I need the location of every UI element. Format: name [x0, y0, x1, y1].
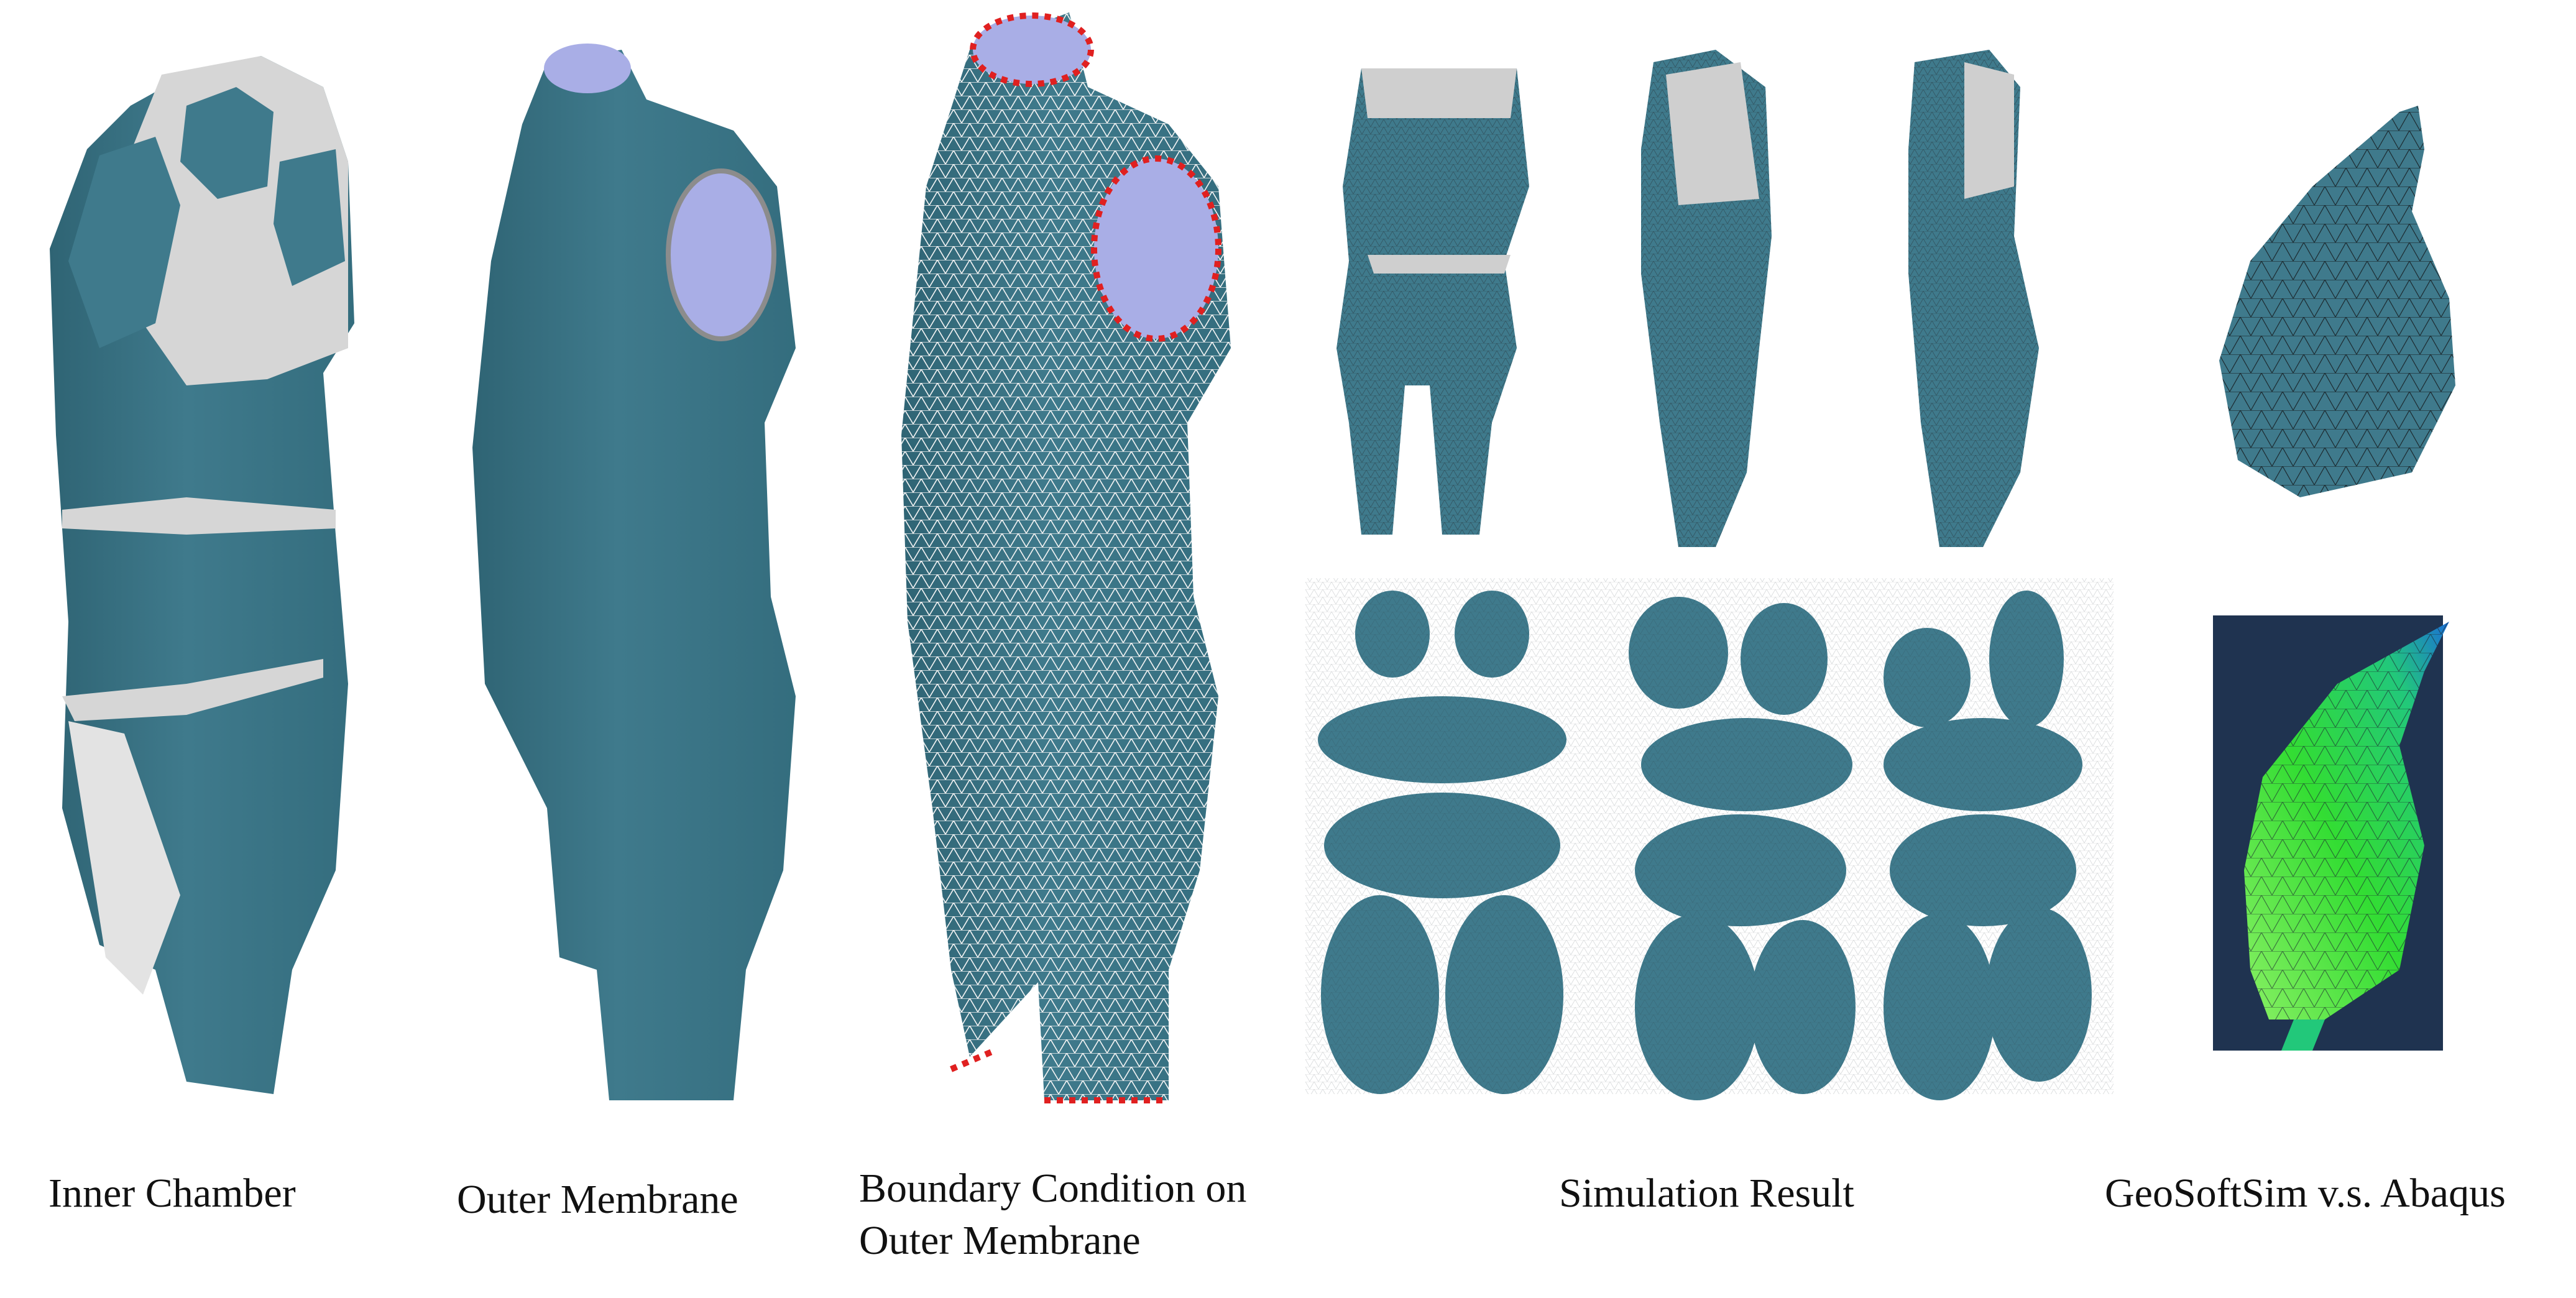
simulation-bottom-row: [1305, 578, 2114, 1100]
caption-outer-membrane: Outer Membrane: [457, 1177, 738, 1222]
simulation-top-row: [1336, 50, 2039, 547]
caption-boundary-condition: Boundary Condition on Outer Membrane: [859, 1162, 1246, 1267]
outer-membrane-figure: [472, 44, 796, 1100]
inner-chamber-figure: [50, 56, 354, 1094]
caption-boundary-line-2: Outer Membrane: [859, 1218, 1141, 1263]
abaqus-figure: [2213, 615, 2449, 1051]
caption-inner-chamber: Inner Chamber: [48, 1171, 296, 1216]
caption-boundary-line-1: Boundary Condition on: [859, 1166, 1247, 1211]
caption-comparison: GeoSoftSim v.s. Abaqus: [2105, 1171, 2506, 1216]
caption-simulation-result: Simulation Result: [1559, 1171, 1854, 1216]
figure-panels: [50, 12, 2455, 1103]
boundary-condition-figure: [901, 12, 1231, 1103]
geosoftsim-figure: [2219, 106, 2455, 497]
